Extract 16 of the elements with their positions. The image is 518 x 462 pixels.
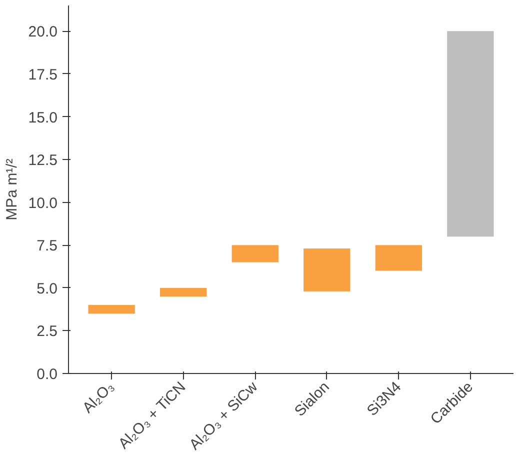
y-tick-label: 2.5 bbox=[36, 323, 58, 340]
y-tick-label: 7.5 bbox=[36, 238, 58, 255]
y-tick-label: 15.0 bbox=[28, 109, 58, 126]
bar bbox=[304, 248, 350, 292]
y-tick-label: 5.0 bbox=[36, 280, 58, 298]
bar bbox=[88, 305, 135, 314]
y-tick-label: 0.0 bbox=[36, 366, 58, 383]
y-tick-label: 10.0 bbox=[28, 194, 58, 212]
bar bbox=[375, 245, 422, 271]
y-tick-label: 17.5 bbox=[28, 66, 58, 84]
y-axis-title: MPa m¹/² bbox=[3, 158, 20, 220]
bar bbox=[160, 288, 207, 296]
bar bbox=[447, 31, 494, 237]
y-tick-label: 12.5 bbox=[28, 152, 58, 170]
y-tick-label: 20.0 bbox=[28, 24, 58, 41]
bar bbox=[232, 245, 278, 262]
